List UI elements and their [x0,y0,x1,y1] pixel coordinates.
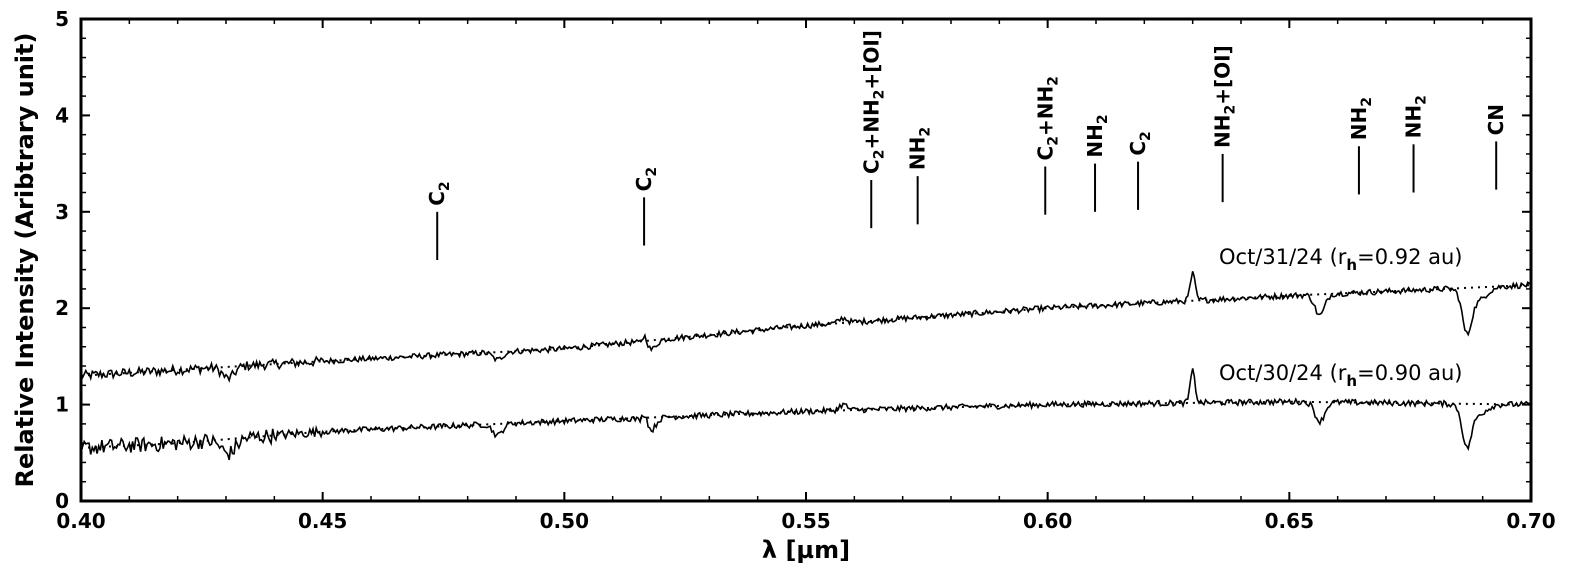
axis-ticks: 0.40 0.45 0.50 0.55 0.60 0.65 0.70 0 1 2 3 4 5 [55,7,1556,533]
y-tick-label: 0 [55,489,69,513]
line-marker-label: NH2+[OI] [1211,45,1239,148]
y-tick-label: 4 [55,103,69,127]
y-tick-label: 3 [55,200,69,224]
series-labels: Oct/31/24 (rh=0.92 au) Oct/30/24 (rh=0.90… [1219,245,1463,390]
line-marker-label: NH2 [1402,95,1430,138]
series-label: Oct/31/24 (rh=0.92 au) [1219,245,1463,274]
x-tick-label: 0.45 [298,509,347,533]
y-tick-label: 1 [55,393,69,417]
y-tick-label: 5 [55,7,69,31]
spectra [80,271,1532,461]
x-tick-label: 0.55 [781,509,830,533]
y-axis-title: Relative Intensity (Aribtrary unit) [11,33,39,488]
line-marker-label: C2 [425,181,453,205]
emission-line-markers: C2 C2 C2+NH2+[OI] NH2 C2+NH2 NH2 C2 NH2+[OI] NH2… [425,30,1508,260]
line-marker-label: NH2 [906,127,934,170]
y-tick-label: 2 [55,296,69,320]
x-axis-title: λ [µm] [762,536,850,564]
x-tick-label: 0.40 [56,509,105,533]
x-tick-label: 0.50 [540,509,589,533]
spectrum-line [80,368,1532,461]
line-marker-label: NH2 [1083,114,1111,157]
line-marker-label: C2+NH2 [1033,76,1061,160]
line-marker-label: CN [1484,104,1508,135]
x-tick-label: 0.65 [1265,509,1314,533]
line-marker-label: C2+NH2+[OI] [859,30,887,174]
x-tick-label: 0.60 [1023,509,1072,533]
spectrum-line [80,271,1532,383]
x-tick-label: 0.70 [1506,509,1555,533]
line-marker-label: C2 [632,167,660,191]
series-label: Oct/30/24 (rh=0.90 au) [1219,361,1463,390]
line-marker-label: NH2 [1347,97,1375,140]
line-marker-label: C2 [1126,131,1154,155]
